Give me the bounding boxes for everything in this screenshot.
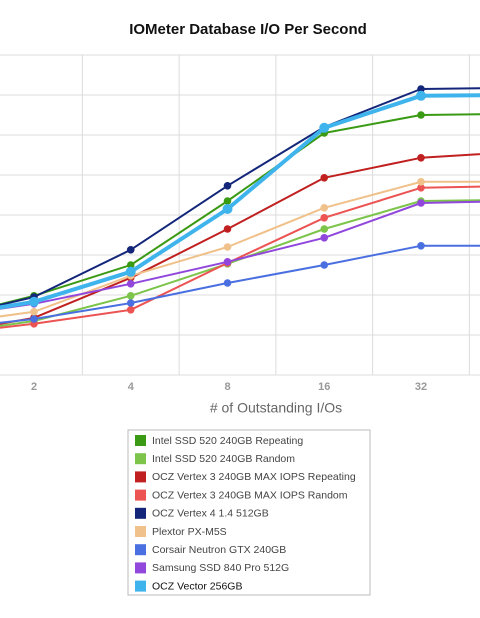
point <box>417 85 425 93</box>
point <box>320 234 329 242</box>
point <box>417 178 425 186</box>
series-line <box>0 200 480 310</box>
point <box>417 242 425 250</box>
point <box>417 154 425 162</box>
chart-title: IOMeter Database I/O Per Second <box>129 21 367 38</box>
point <box>417 111 425 119</box>
point <box>320 225 329 233</box>
legend-swatch <box>135 507 146 519</box>
point <box>320 174 329 182</box>
point <box>126 306 135 314</box>
legend-swatch <box>135 580 146 592</box>
point <box>223 279 232 287</box>
x-tick-label: 16 <box>318 381 330 393</box>
legend-label: Corsair Neutron GTX 240GB <box>152 544 286 556</box>
point <box>223 182 232 190</box>
legend-label: Samsung SSD 840 Pro 512G <box>152 562 289 574</box>
point <box>223 243 232 251</box>
point <box>320 214 329 222</box>
point <box>30 315 38 323</box>
series-line <box>0 199 480 327</box>
point <box>320 204 329 212</box>
point <box>29 296 39 307</box>
point <box>126 261 135 269</box>
point <box>126 280 135 288</box>
legend-label: Intel SSD 520 240GB Random <box>152 453 295 465</box>
legend-label: OCZ Vector 256GB <box>152 580 242 592</box>
x-tick-label: 4 <box>128 381 135 393</box>
point <box>223 258 232 266</box>
legend-label: OCZ Vertex 3 240GB MAX IOPS Repeating <box>152 471 356 483</box>
point <box>319 122 330 133</box>
point <box>125 266 136 277</box>
legend <box>127 429 371 596</box>
legend-label: Plextor PX-M5S <box>152 526 227 538</box>
series-line <box>0 180 480 318</box>
legend-label: Intel SSD 520 240GB Repeating <box>152 435 303 447</box>
legend-label: OCZ Vertex 3 240GB MAX IOPS Random <box>152 489 348 501</box>
point <box>223 197 232 205</box>
point <box>416 90 426 101</box>
point <box>417 199 425 207</box>
point <box>223 225 232 233</box>
legend-label: OCZ Vertex 4 1.4 512GB <box>152 508 269 520</box>
x-tick-label: 2 <box>31 381 37 393</box>
legend-swatch <box>135 471 146 483</box>
legend-swatch <box>135 544 146 556</box>
x-tick-label: 8 <box>224 381 230 393</box>
legend-swatch <box>135 526 146 537</box>
legend-swatch <box>135 562 146 574</box>
x-tick-label: 32 <box>415 381 427 393</box>
legend-swatch <box>135 489 146 501</box>
legend-swatch <box>135 435 146 446</box>
point <box>417 184 425 192</box>
legend-swatch <box>135 453 146 465</box>
point <box>126 246 135 254</box>
point <box>320 261 329 269</box>
point <box>222 204 233 214</box>
point <box>30 308 38 316</box>
point <box>126 299 135 307</box>
x-axis-label: # of Outstanding I/Os <box>210 400 342 416</box>
point <box>126 292 135 300</box>
